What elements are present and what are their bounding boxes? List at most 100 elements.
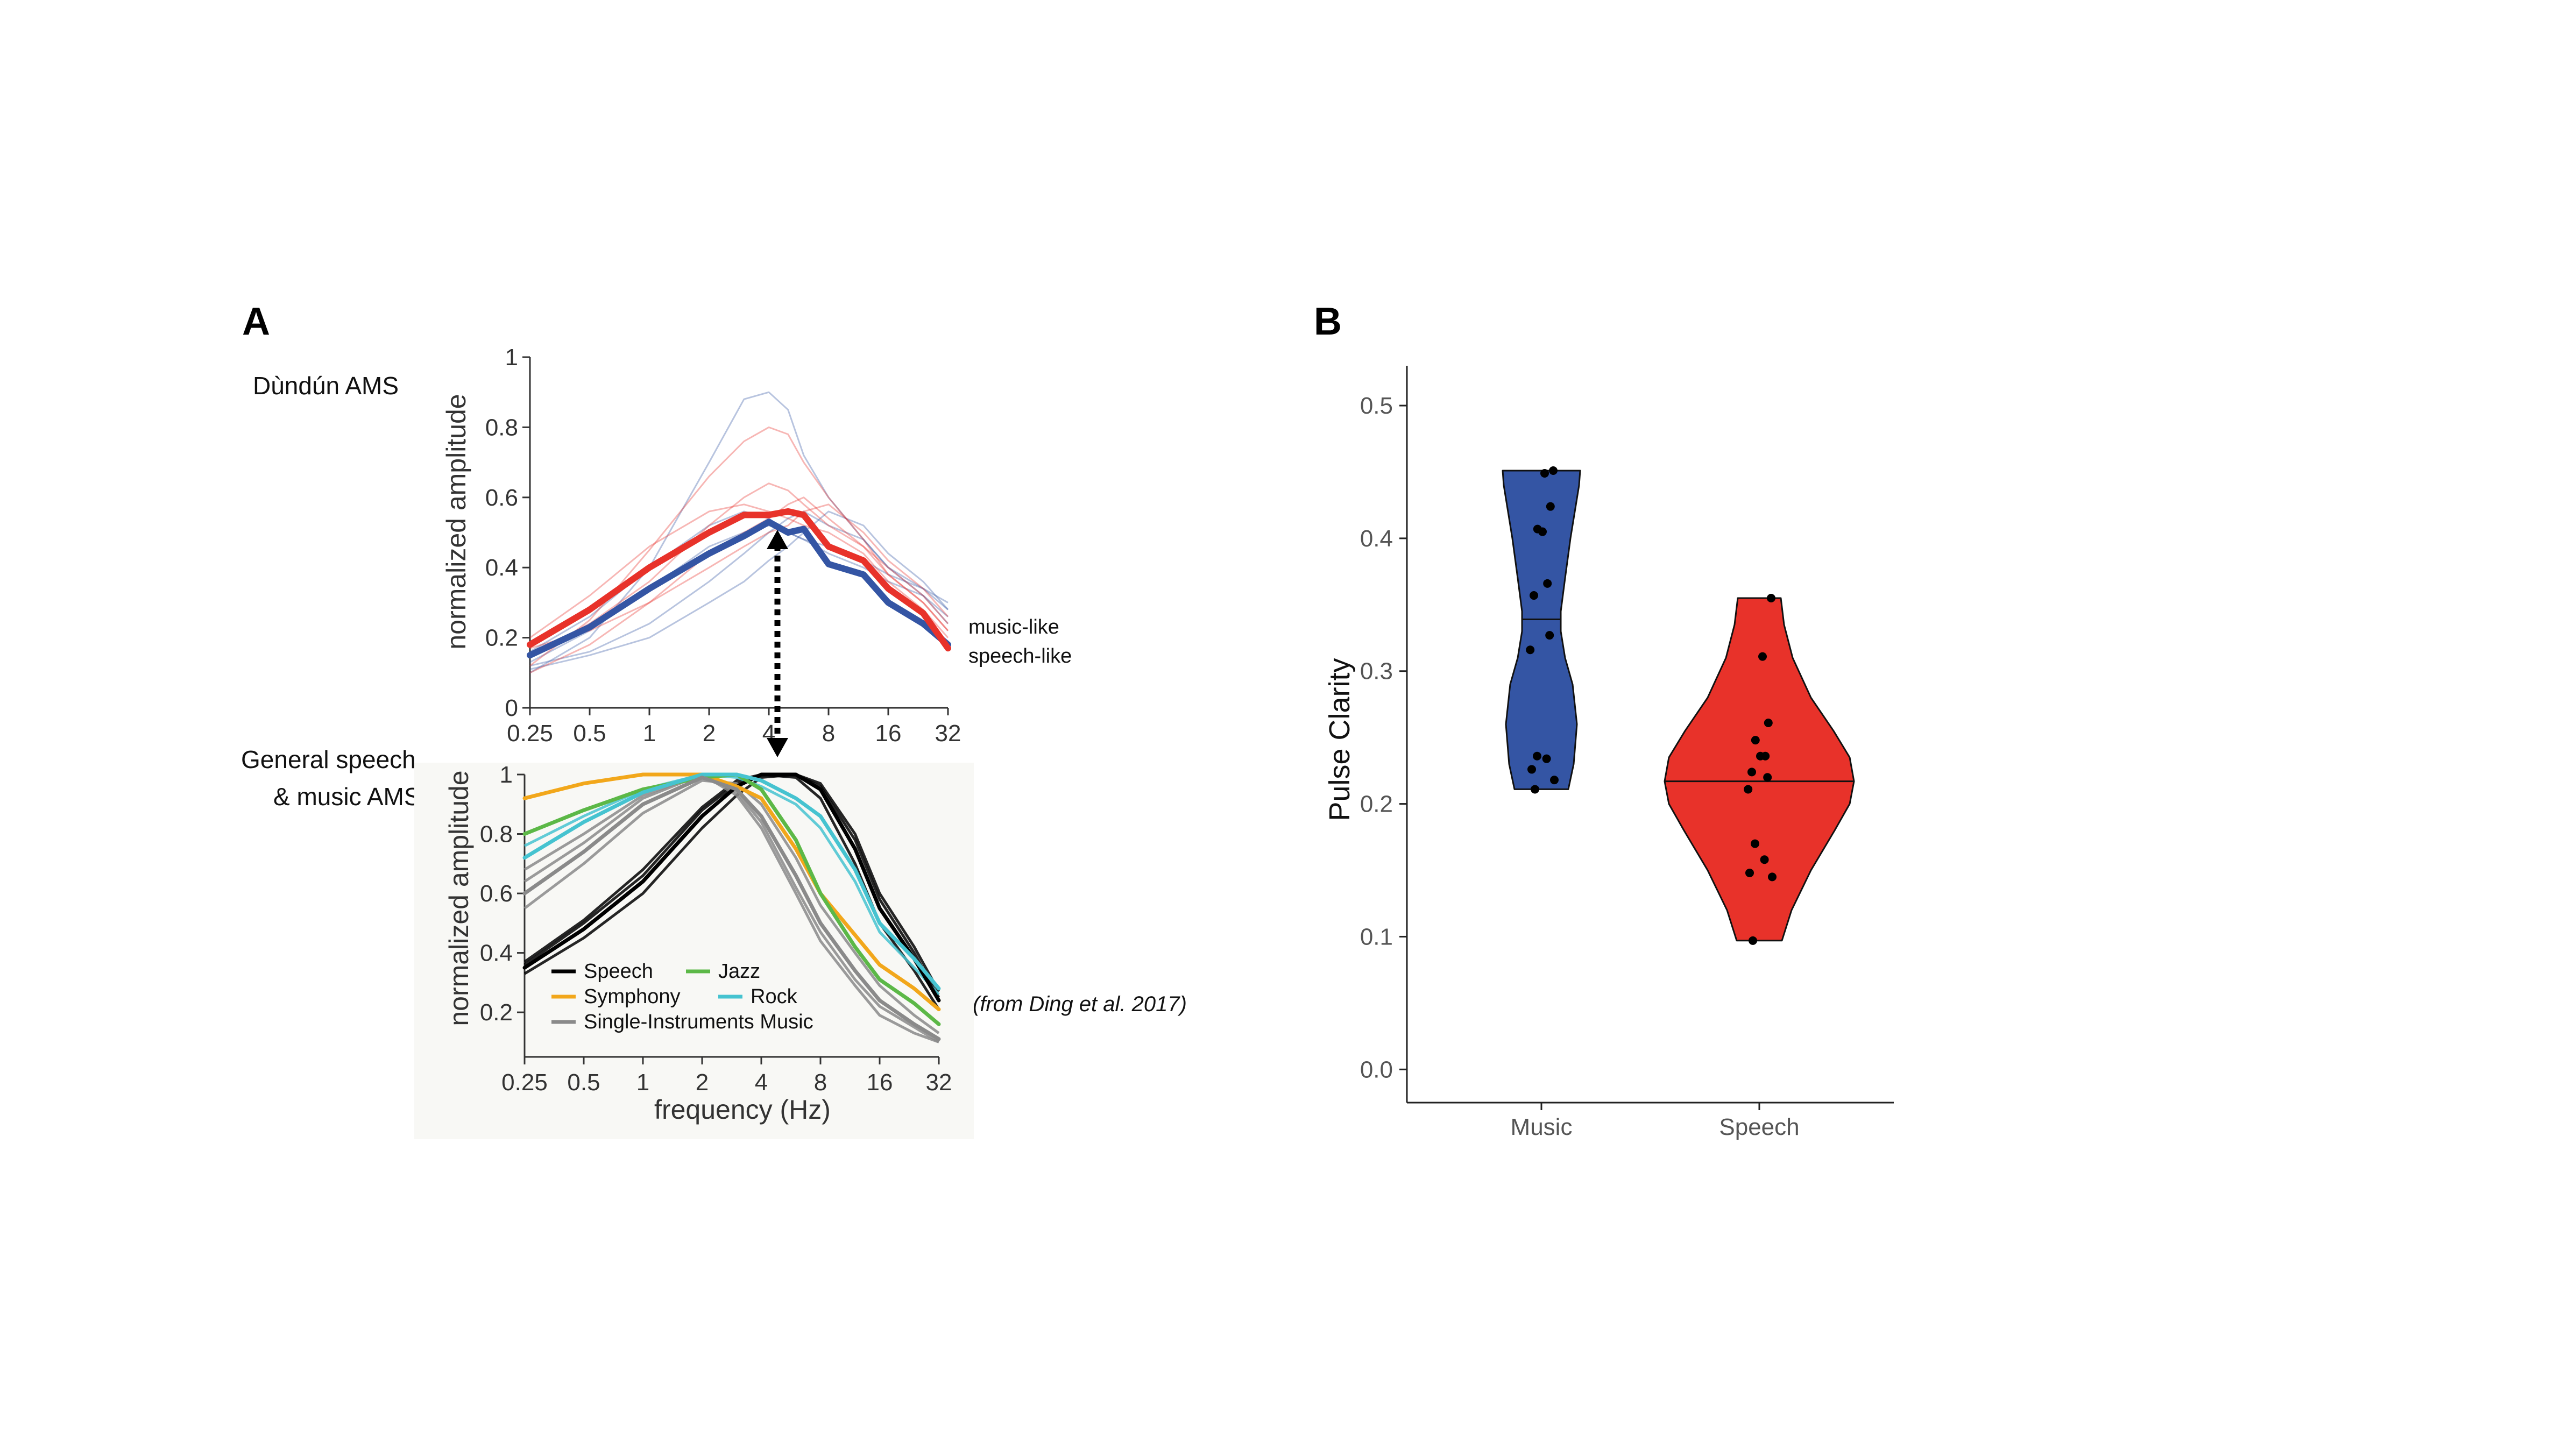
data-point-music <box>1542 754 1551 763</box>
bottom-panel-label-line1: General speech <box>241 745 416 773</box>
arrow-head-down <box>767 738 788 757</box>
violin-speech <box>1664 597 1855 942</box>
dundun-x-tick-label: 16 <box>875 720 902 747</box>
data-point-music <box>1543 579 1552 588</box>
dundun-music-like-line <box>527 518 951 659</box>
general-speech-line <box>522 772 941 1003</box>
dundun-speech-trace <box>529 496 949 674</box>
dundun-mean-traces <box>527 508 951 659</box>
general-x-tick-label: 2 <box>696 1069 709 1096</box>
dundun-x-tick-label: 8 <box>822 720 835 747</box>
general-single-trace <box>523 773 940 1043</box>
pulse-clarity-axes: 0.0 0.1 0.2 0.3 0.4 0.5 Music Speech <box>1360 366 1894 1140</box>
dundun-speech-trace <box>529 503 949 649</box>
dundun-x-tick-label: 32 <box>935 720 961 747</box>
dundun-x-tick-label: 0.5 <box>573 720 606 747</box>
bottom-panel-label-line2: & music AMS <box>273 783 421 811</box>
pulse-y-tick-label: 0.2 <box>1360 791 1393 818</box>
data-point-music <box>1546 502 1555 511</box>
dundun-legend: music-like speech-like <box>968 616 1072 667</box>
pulse-y-tick-label: 0.5 <box>1360 393 1393 419</box>
top-panel-label: Dùndún AMS <box>253 372 399 400</box>
data-point-music <box>1545 631 1554 640</box>
dundun-speech-trace <box>529 482 949 656</box>
general-legend-label-symphony: Symphony <box>584 985 681 1008</box>
data-point-speech <box>1758 652 1767 661</box>
general-single-trace <box>523 779 940 1034</box>
data-point-music <box>1530 591 1538 600</box>
dundun-y-tick-label: 0.8 <box>485 414 518 441</box>
dundun-y-axis-label: normalized amplitude <box>441 394 471 649</box>
data-point-music <box>1531 785 1539 794</box>
pulse-clarity-points <box>1526 466 1777 945</box>
general-x-tick-label: 32 <box>926 1069 952 1096</box>
general-y-tick-label: 1 <box>500 762 513 788</box>
data-point-music <box>1540 468 1549 478</box>
general-x-tick-label: 1 <box>636 1069 649 1096</box>
dundun-y-tick-label: 0.4 <box>485 555 518 581</box>
dundun-speech-trace <box>529 503 949 638</box>
dundun-y-tick-label: 1 <box>505 344 518 371</box>
dundun-x-tick-label: 2 <box>703 720 716 747</box>
pulse-y-tick-label: 0.3 <box>1360 658 1393 685</box>
data-point-music <box>1550 776 1559 785</box>
general-ams-chart: 0.25 0.5 1 2 4 8 16 32 0.2 0.4 0.6 0.8 1 frequency (… <box>414 762 974 1139</box>
panel-b-letter: B <box>1314 300 1342 343</box>
general-legend-label-rock: Rock <box>751 985 798 1008</box>
data-point-speech <box>1749 936 1757 945</box>
general-single-trace <box>523 773 939 1043</box>
general-x-tick-label: 4 <box>755 1069 768 1096</box>
dundun-x-tick-label: 1 <box>643 720 656 747</box>
data-point-speech <box>1751 736 1760 745</box>
general-legend: Speech Jazz Symphony Rock Single-Instruments… <box>551 960 813 1033</box>
data-point-speech <box>1747 768 1756 777</box>
data-point-music <box>1527 765 1536 774</box>
panel-a-letter: A <box>242 300 270 343</box>
dundun-music-trace <box>529 391 949 674</box>
dundun-y-tick-label: 0 <box>505 695 518 721</box>
dundun-speech-like-line <box>527 508 951 652</box>
general-x-tick-label: 0.5 <box>567 1069 600 1096</box>
arrow-head-up <box>767 530 788 549</box>
data-point-speech <box>1764 719 1773 728</box>
data-point-speech <box>1768 872 1777 882</box>
dundun-legend-speech-like: speech-like <box>968 645 1072 667</box>
dundun-legend-music-like: music-like <box>968 616 1059 638</box>
general-axes: 0.25 0.5 1 2 4 8 16 32 0.2 0.4 0.6 0.8 1 <box>480 762 952 1096</box>
data-point-speech <box>1761 751 1770 761</box>
dundun-speech-trace <box>529 426 949 666</box>
pulse-clarity-chart: 0.0 0.1 0.2 0.3 0.4 0.5 Music Speech Pulse Clar… <box>1324 366 1894 1140</box>
violin-music <box>1502 470 1581 790</box>
general-mean-traces <box>522 772 941 1041</box>
data-point-music <box>1549 466 1558 475</box>
pulse-x-tick-label-music: Music <box>1511 1114 1573 1140</box>
general-x-tick-label: 16 <box>867 1069 893 1096</box>
data-point-music <box>1526 645 1535 655</box>
dundun-individual-traces <box>529 391 949 674</box>
data-point-music <box>1538 527 1547 536</box>
pulse-clarity-violins <box>1502 470 1855 942</box>
general-x-tick-label: 0.25 <box>501 1069 548 1096</box>
dundun-y-tick-label: 0.2 <box>485 625 518 651</box>
pulse-x-tick-label-speech: Speech <box>1719 1114 1799 1140</box>
data-point-speech <box>1751 839 1759 848</box>
data-point-speech <box>1744 785 1753 794</box>
general-single-instruments-music-line <box>522 776 941 1041</box>
general-rock-line <box>522 772 941 991</box>
pulse-clarity-y-axis-label: Pulse Clarity <box>1324 658 1356 821</box>
general-symphony-line <box>522 772 941 1012</box>
general-y-tick-label: 0.4 <box>480 940 513 967</box>
general-x-tick-label: 8 <box>814 1069 827 1096</box>
data-point-music <box>1533 751 1541 761</box>
dundun-music-trace <box>529 510 949 670</box>
general-y-axis-label: normalized amplitude <box>444 770 474 1026</box>
pulse-y-tick-label: 0.1 <box>1360 924 1393 950</box>
pulse-y-tick-label: 0.4 <box>1360 525 1393 552</box>
pulse-y-tick-label: 0.0 <box>1360 1056 1393 1083</box>
data-point-speech <box>1763 773 1772 782</box>
general-jazz-line <box>522 772 941 1026</box>
citation-note: (from Ding et al. 2017) <box>973 992 1187 1016</box>
